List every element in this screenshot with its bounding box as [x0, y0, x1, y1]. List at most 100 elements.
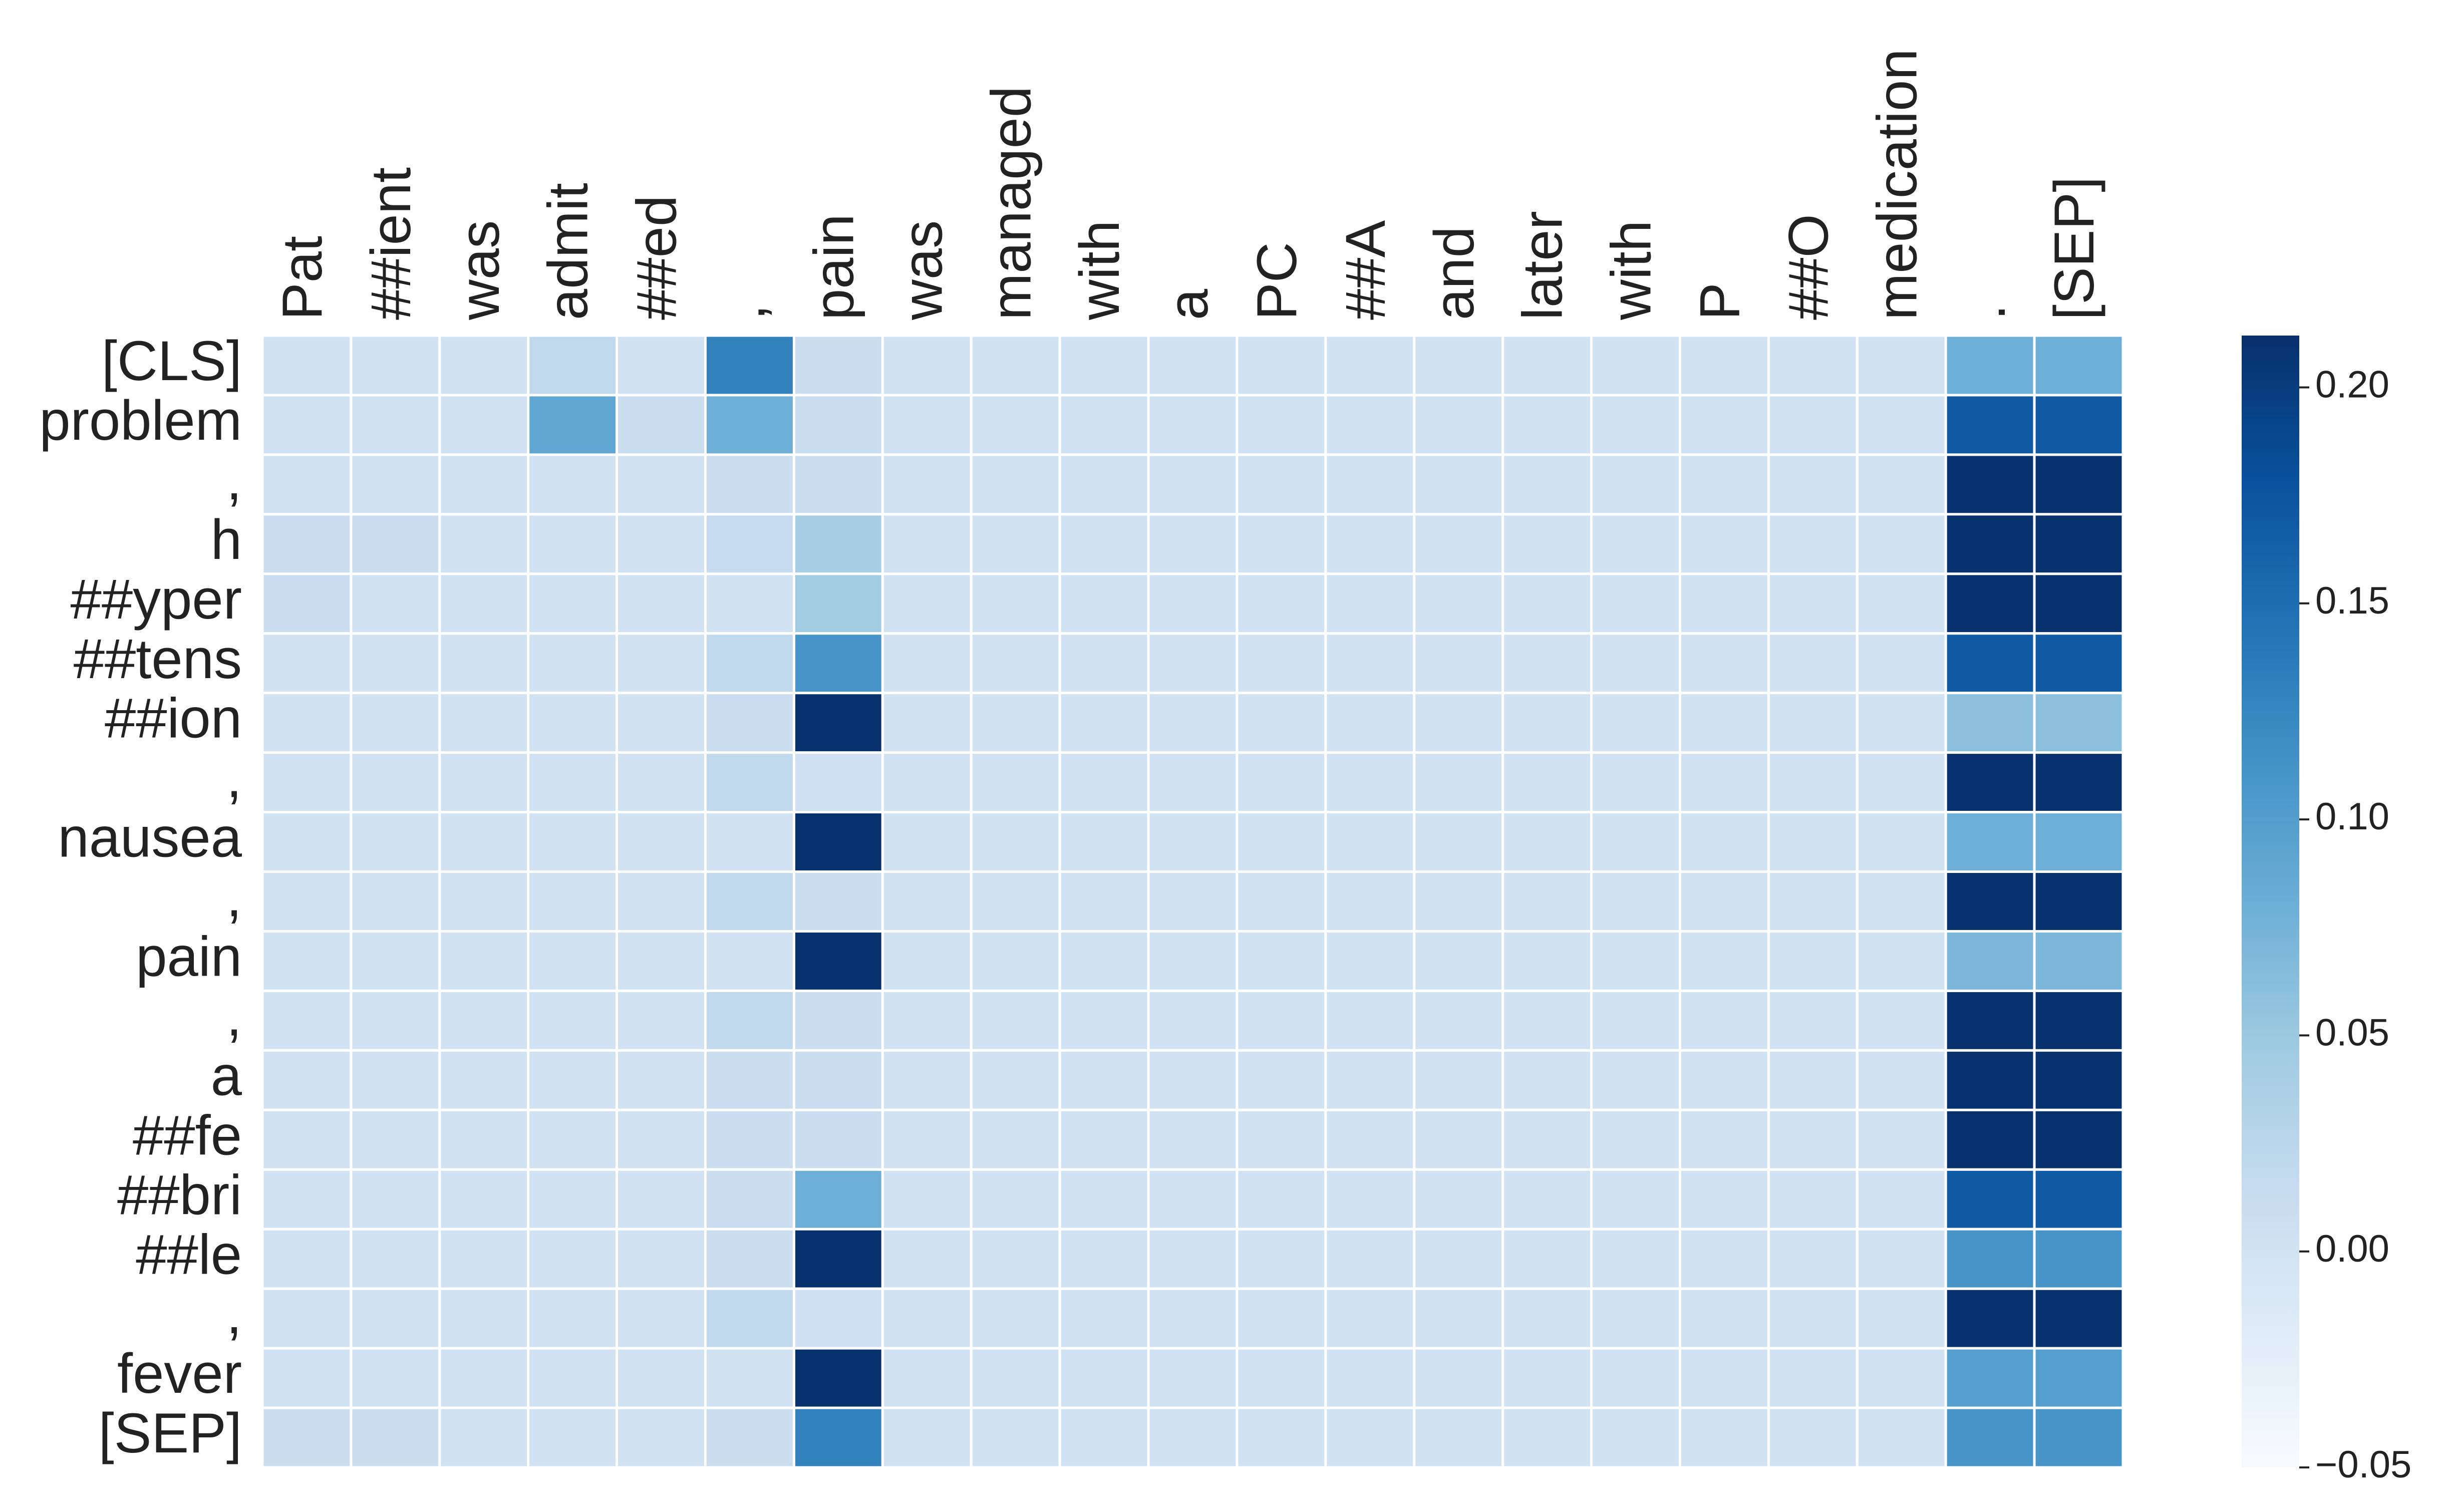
x-tick-label: later — [1511, 211, 1574, 320]
heatmap-cell — [1767, 334, 1859, 397]
heatmap-cell — [1944, 870, 2036, 933]
heatmap-cell — [1147, 1347, 1239, 1409]
heatmap-cell — [1324, 453, 1416, 516]
heatmap-cell — [1590, 751, 1681, 814]
heatmap-cell — [1678, 692, 1770, 754]
heatmap-cell — [527, 1168, 619, 1231]
heatmap-cell — [704, 751, 795, 814]
heatmap-cell — [527, 1049, 619, 1111]
heatmap-cell — [2033, 1347, 2124, 1409]
heatmap-cell — [704, 453, 795, 516]
heatmap-cell — [616, 811, 707, 873]
x-tick-label: was — [891, 220, 954, 321]
heatmap-cell — [1944, 394, 2036, 456]
heatmap-cell — [1767, 989, 1859, 1052]
heatmap-cell — [1413, 572, 1504, 635]
heatmap-cell — [1678, 632, 1770, 695]
x-tick-label: PC — [1246, 242, 1308, 320]
heatmap-cell — [1856, 1406, 1947, 1469]
y-tick-label: pain — [136, 926, 242, 988]
heatmap-cell — [970, 394, 1061, 456]
heatmap-cell — [261, 870, 353, 933]
colorbar-tick-label: 0.00 — [2315, 1228, 2389, 1270]
heatmap-cell — [1501, 1406, 1593, 1469]
heatmap-cell — [616, 1049, 707, 1111]
heatmap-cell — [1236, 1228, 1327, 1290]
y-tick-label: , — [226, 866, 242, 929]
heatmap-cell — [1501, 572, 1593, 635]
heatmap-cell — [1767, 930, 1859, 992]
heatmap-cell — [792, 811, 884, 873]
heatmap-cell — [792, 1049, 884, 1111]
heatmap-cell — [1058, 394, 1150, 456]
colorbar-tick-label: 0.05 — [2315, 1011, 2389, 1054]
heatmap-cell — [1413, 930, 1504, 992]
heatmap-cell — [616, 453, 707, 516]
heatmap-cell — [527, 513, 619, 575]
heatmap-cell — [704, 1049, 795, 1111]
heatmap-cell — [1856, 751, 1947, 814]
heatmap-cell — [1324, 751, 1416, 814]
heatmap-cell — [970, 930, 1061, 992]
heatmap-cell — [1324, 989, 1416, 1052]
heatmap-cell — [1944, 513, 2036, 575]
x-tick-label: [SEP] — [2043, 177, 2105, 320]
heatmap-cell — [704, 632, 795, 695]
x-tick-label: ##O — [1777, 214, 1840, 320]
heatmap-cell — [438, 394, 530, 456]
heatmap-cell — [1236, 1049, 1327, 1111]
heatmap-cell — [616, 1228, 707, 1290]
heatmap-cell — [527, 1406, 619, 1469]
heatmap-cell — [527, 1108, 619, 1171]
heatmap-cell — [1058, 334, 1150, 397]
heatmap-cell — [704, 572, 795, 635]
heatmap-cell — [1501, 811, 1593, 873]
heatmap-cell — [261, 930, 353, 992]
heatmap-cell — [350, 1228, 441, 1290]
heatmap-cell — [1678, 1347, 1770, 1409]
heatmap-cell — [1856, 870, 1947, 933]
heatmap-cell — [792, 930, 884, 992]
heatmap-cell — [350, 1406, 441, 1469]
heatmap-cell — [970, 1228, 1061, 1290]
heatmap-cell — [1147, 572, 1239, 635]
heatmap-cell — [1501, 513, 1593, 575]
heatmap-cell — [1413, 1108, 1504, 1171]
heatmap-cell — [1767, 1347, 1859, 1409]
heatmap-cell — [1324, 1049, 1416, 1111]
heatmap-cell — [1147, 989, 1239, 1052]
colorbar-tick-label: 0.15 — [2315, 579, 2389, 622]
heatmap-cell — [2033, 870, 2124, 933]
heatmap-cell — [438, 1406, 530, 1469]
heatmap-cell — [970, 1108, 1061, 1171]
heatmap-cell — [1590, 632, 1681, 695]
heatmap-cell — [1501, 930, 1593, 992]
heatmap-cell — [1590, 572, 1681, 635]
heatmap-cell — [1856, 1049, 1947, 1111]
heatmap-cell — [970, 1287, 1061, 1350]
heatmap-cell — [1856, 1168, 1947, 1231]
y-tick-label: ##le — [136, 1223, 242, 1286]
heatmap-cell — [2033, 751, 2124, 814]
heatmap-cell — [438, 572, 530, 635]
heatmap-cell — [1058, 811, 1150, 873]
heatmap-cell — [881, 453, 973, 516]
heatmap-cell — [792, 692, 884, 754]
heatmap-cell — [792, 394, 884, 456]
x-tick-label: ##A — [1334, 220, 1397, 320]
heatmap-cell — [527, 930, 619, 992]
heatmap-cell — [261, 1228, 353, 1290]
heatmap-cell — [350, 632, 441, 695]
heatmap-cell — [1058, 632, 1150, 695]
heatmap-cell — [1147, 513, 1239, 575]
heatmap-cell — [970, 632, 1061, 695]
heatmap-cell — [1413, 1406, 1504, 1469]
heatmap-cell — [1058, 751, 1150, 814]
heatmap-cell — [1767, 870, 1859, 933]
heatmap-cell — [1590, 692, 1681, 754]
heatmap-cell — [1413, 453, 1504, 516]
heatmap-cell — [1413, 811, 1504, 873]
heatmap-cell — [1058, 1049, 1150, 1111]
heatmap-cell — [1944, 632, 2036, 695]
heatmap-cell — [1944, 751, 2036, 814]
